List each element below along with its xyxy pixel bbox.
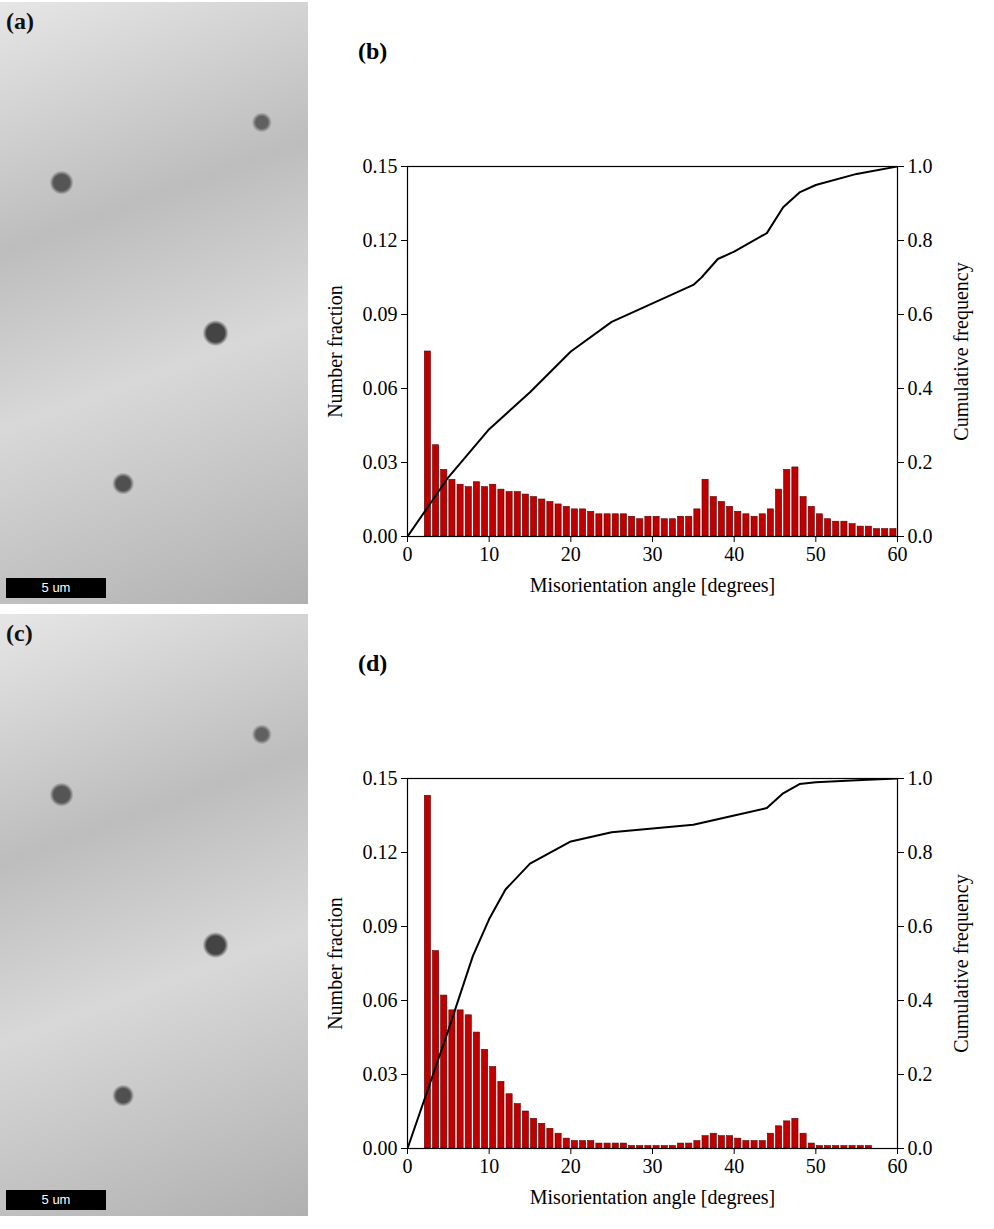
svg-text:0.15: 0.15 [363,767,398,789]
svg-text:0.4: 0.4 [908,989,933,1011]
html-text:(d): (d) [358,650,388,676]
svg-text:0.6: 0.6 [908,303,933,325]
svg-text:Misorientation angle [degrees]: Misorientation angle [degrees] [530,1186,775,1209]
svg-text:10: 10 [479,1155,499,1177]
svg-text:0.12: 0.12 [363,229,398,251]
svg-text:40: 40 [724,1155,744,1177]
svg-text:1.0: 1.0 [908,155,933,177]
html-text:(b): (b) [358,38,388,64]
html-text:(a): (a) [6,8,34,34]
html-text:5 um: 5 um [41,1192,71,1207]
svg-text:Cumulative frequency: Cumulative frequency [950,874,973,1052]
svg-text:Number fraction: Number fraction [324,285,346,418]
svg-text:30: 30 [643,1155,663,1177]
svg-text:0.15: 0.15 [363,155,398,177]
html-text:5 um: 5 um [41,580,71,595]
html-text:(c): (c) [6,620,33,646]
svg-text:1.0: 1.0 [908,767,933,789]
svg-text:0: 0 [403,1155,413,1177]
svg-text:0.06: 0.06 [363,989,398,1011]
svg-text:60: 60 [888,1155,908,1177]
svg-text:0: 0 [403,543,413,565]
svg-text:0.0: 0.0 [908,1137,933,1159]
svg-text:Number fraction: Number fraction [324,897,346,1030]
svg-text:0.03: 0.03 [363,451,398,473]
svg-text:60: 60 [888,543,908,565]
svg-text:0.03: 0.03 [363,1063,398,1085]
svg-text:20: 20 [561,1155,581,1177]
svg-text:0.8: 0.8 [908,841,933,863]
svg-text:Misorientation angle [degrees]: Misorientation angle [degrees] [530,574,775,597]
svg-text:0.06: 0.06 [363,377,398,399]
svg-text:30: 30 [643,543,663,565]
svg-text:0.12: 0.12 [363,841,398,863]
svg-text:0.8: 0.8 [908,229,933,251]
svg-text:0.6: 0.6 [908,915,933,937]
svg-text:20: 20 [561,543,581,565]
svg-text:0.2: 0.2 [908,1063,933,1085]
svg-text:Cumulative frequency: Cumulative frequency [950,262,973,440]
svg-text:0.0: 0.0 [908,525,933,547]
svg-text:0.09: 0.09 [363,303,398,325]
svg-text:0.00: 0.00 [363,525,398,547]
svg-text:40: 40 [724,543,744,565]
svg-text:0.00: 0.00 [363,1137,398,1159]
svg-text:0.4: 0.4 [908,377,933,399]
svg-text:50: 50 [806,543,826,565]
svg-text:10: 10 [479,543,499,565]
svg-text:50: 50 [806,1155,826,1177]
svg-text:0.09: 0.09 [363,915,398,937]
svg-text:0.2: 0.2 [908,451,933,473]
